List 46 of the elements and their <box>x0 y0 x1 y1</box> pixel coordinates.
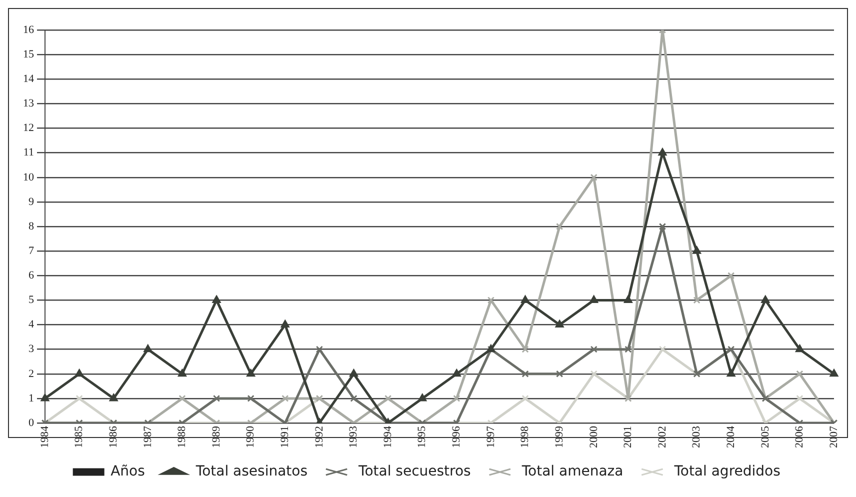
x-tick-label: 2002 <box>656 426 668 448</box>
x-tick-label: 1997 <box>484 426 497 448</box>
x-tick-label: 2001 <box>622 426 634 448</box>
x-tick-label: 1985 <box>73 426 86 448</box>
y-tick-label: 6 <box>28 270 34 282</box>
y-tick-label: 12 <box>23 122 34 134</box>
y-tick-label: 0 <box>28 416 34 429</box>
legend-label: Total amenaza <box>520 464 624 480</box>
y-tick-label: 13 <box>23 98 34 110</box>
y-tick-label: 1 <box>28 392 34 404</box>
x-tick-label: 1989 <box>210 426 222 448</box>
y-tick-label: 2 <box>28 368 34 380</box>
y-tick-label: 8 <box>28 220 34 232</box>
legend-label: Años <box>110 464 145 480</box>
x-tick-label: 1991 <box>279 426 292 448</box>
legend-label: Total secuestros <box>358 464 471 480</box>
x-tick-label: 1992 <box>313 426 326 448</box>
y-tick-label: 4 <box>28 318 34 331</box>
x-tick-label: 2000 <box>588 426 600 448</box>
x-tick-label: 1993 <box>348 426 360 448</box>
y-tick-label: 5 <box>28 294 34 306</box>
legend-label: Total asesinatos <box>194 464 308 480</box>
x-tick-label: 2006 <box>794 426 806 448</box>
x-tick-label: 1988 <box>176 426 188 448</box>
legend-label: Total agredidos <box>673 464 780 480</box>
x-tick-label: 1998 <box>519 426 532 448</box>
y-tick-label: 10 <box>23 171 34 184</box>
x-tick-label: 1990 <box>244 426 257 448</box>
x-tick-label: 2004 <box>724 426 737 448</box>
x-tick-label: 2007 <box>828 426 840 448</box>
y-tick-label: 14 <box>23 73 34 86</box>
x-tick-label: 2003 <box>690 426 703 448</box>
x-tick-label: 1984 <box>38 426 51 448</box>
y-tick-label: 3 <box>28 343 34 356</box>
x-tick-label: 1994 <box>382 426 394 448</box>
y-tick-label: 11 <box>23 146 34 159</box>
x-tick-label: 1987 <box>142 426 154 448</box>
x-tick-label: 1986 <box>108 426 120 448</box>
x-tick-label: 1996 <box>450 426 463 448</box>
y-tick-label: 7 <box>28 244 34 257</box>
x-tick-label: 2005 <box>759 426 772 448</box>
y-tick-label: 16 <box>23 24 34 36</box>
y-tick-label: 15 <box>23 48 34 60</box>
y-tick-label: 9 <box>28 196 34 208</box>
x-tick-label: 1995 <box>416 426 428 448</box>
x-tick-label: 1999 <box>553 426 566 448</box>
